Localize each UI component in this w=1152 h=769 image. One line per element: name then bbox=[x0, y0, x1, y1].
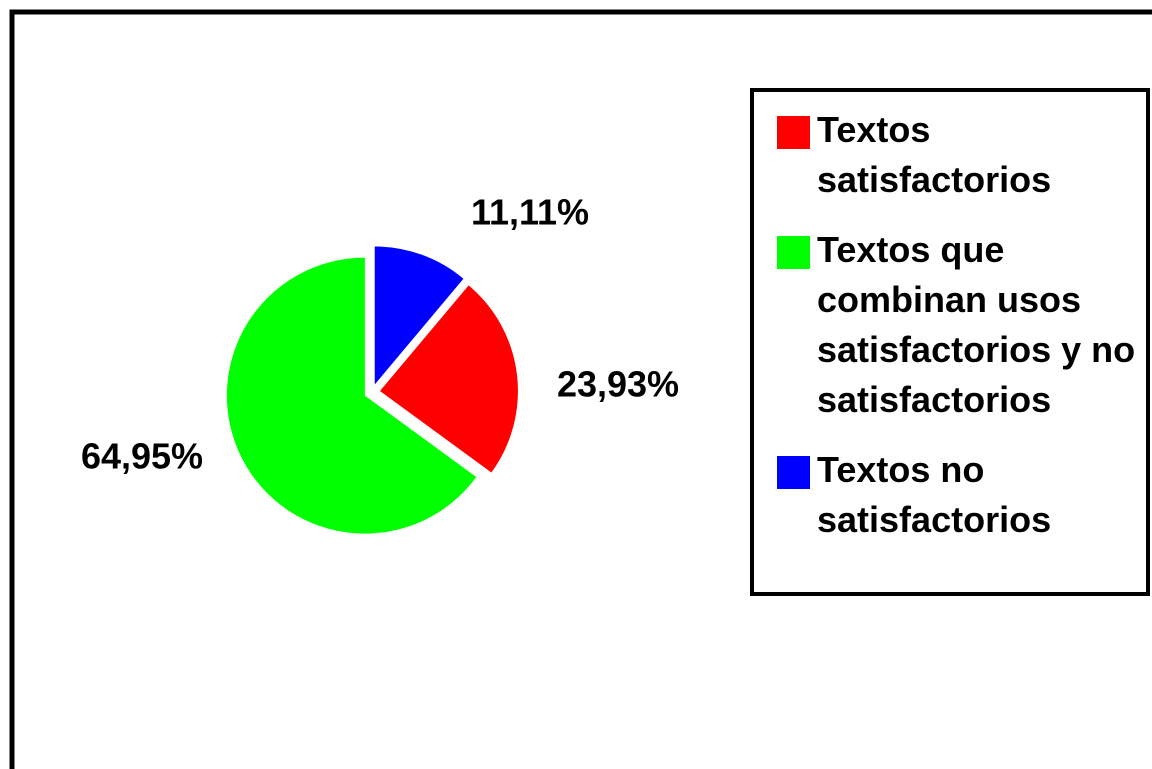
legend-box bbox=[750, 88, 1150, 596]
pie-slice bbox=[226, 257, 477, 534]
data-label: 23,93% bbox=[557, 364, 679, 405]
legend-swatch bbox=[777, 456, 810, 489]
pie-slice bbox=[374, 246, 464, 385]
legend-label: Textos satisfactorios bbox=[817, 109, 1051, 200]
pie-slice bbox=[379, 285, 518, 473]
data-label: 64,95% bbox=[81, 436, 203, 477]
data-label: 11,11% bbox=[471, 192, 589, 233]
legend-label: Textos no satisfactorios bbox=[817, 449, 1051, 540]
legend-label: Textos que combinan usos satisfactorios y … bbox=[817, 229, 1135, 420]
legend-swatch bbox=[777, 236, 810, 269]
legend-swatch bbox=[777, 116, 810, 149]
